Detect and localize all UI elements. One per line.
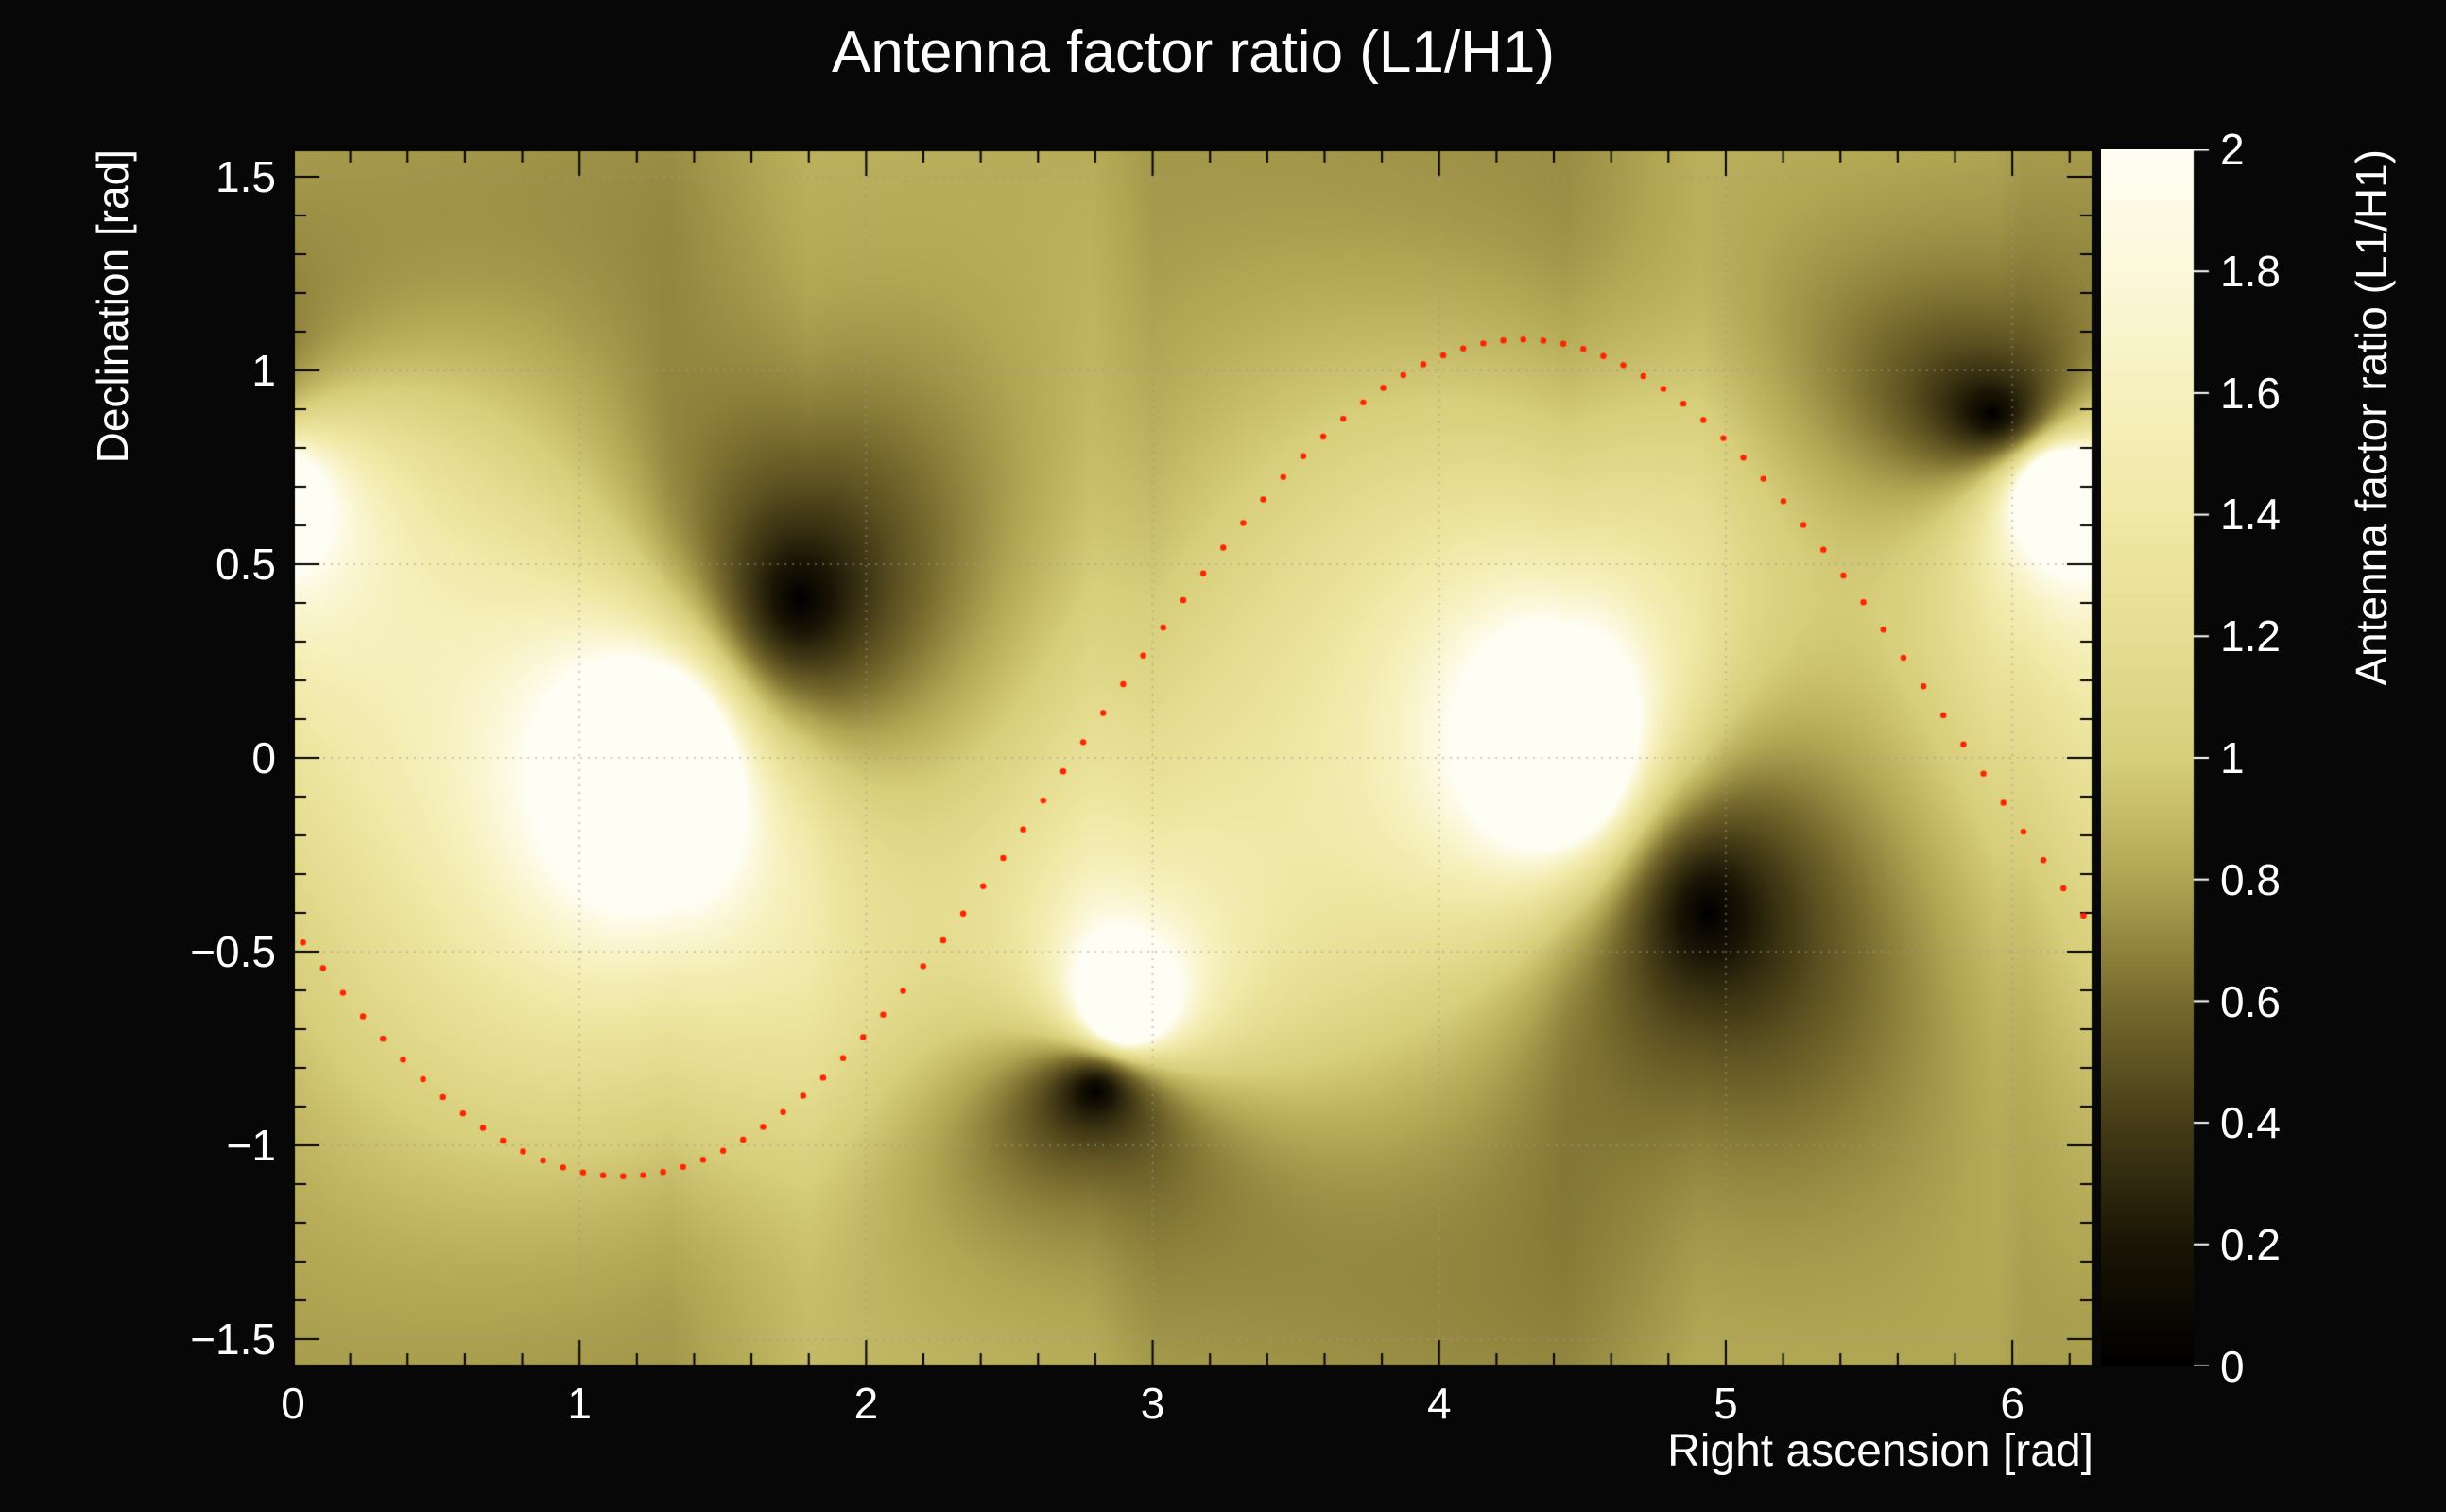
- colorbar-tick-label: 0: [2220, 1342, 2245, 1391]
- x-tick-label: 3: [1140, 1379, 1165, 1428]
- y-axis-title: Declination [rad]: [88, 149, 137, 464]
- colorbar-tick-label: 0.6: [2220, 976, 2281, 1026]
- x-tick-label: 6: [2000, 1379, 2024, 1428]
- colorbar-tick-label: 0.8: [2220, 854, 2281, 904]
- colorbar-tick-label: 1.8: [2220, 246, 2281, 296]
- colorbar-gradient: [2101, 149, 2214, 1366]
- y-tick-label: −0.5: [190, 926, 276, 976]
- x-tick-label: 0: [281, 1379, 305, 1428]
- y-tick-label: 1.5: [215, 152, 276, 202]
- colorbar-tick-label: 0.4: [2220, 1098, 2281, 1148]
- colorbar-tick-label: 1.6: [2220, 368, 2281, 418]
- y-tick-label: 0: [251, 733, 276, 782]
- y-tick-label: −1: [226, 1120, 276, 1170]
- y-tick-label: −1.5: [190, 1314, 276, 1364]
- y-tick-label: 0.5: [215, 540, 276, 589]
- colorbar-tick-label: 1.4: [2220, 490, 2281, 540]
- colorbar-tick-label: 0.2: [2220, 1220, 2281, 1270]
- x-tick-label: 2: [853, 1379, 879, 1428]
- colorbar-tick-label: 1.2: [2220, 611, 2281, 662]
- y-tick-label: 1: [251, 346, 276, 396]
- x-tick-label: 5: [1714, 1379, 1738, 1428]
- x-tick-label: 4: [1426, 1379, 1452, 1428]
- colorbar-axis-title: Antenna factor ratio (L1/H1): [2347, 149, 2396, 686]
- heatmap-canvas: [293, 149, 2093, 1366]
- plot-title: Antenna factor ratio (L1/H1): [831, 20, 1556, 85]
- colorbar-tick-label: 1: [2220, 733, 2245, 782]
- x-axis-title: Right ascension [rad]: [1667, 1426, 2093, 1476]
- x-tick-label: 1: [567, 1379, 592, 1428]
- colorbar-tick-label: 2: [2220, 125, 2245, 174]
